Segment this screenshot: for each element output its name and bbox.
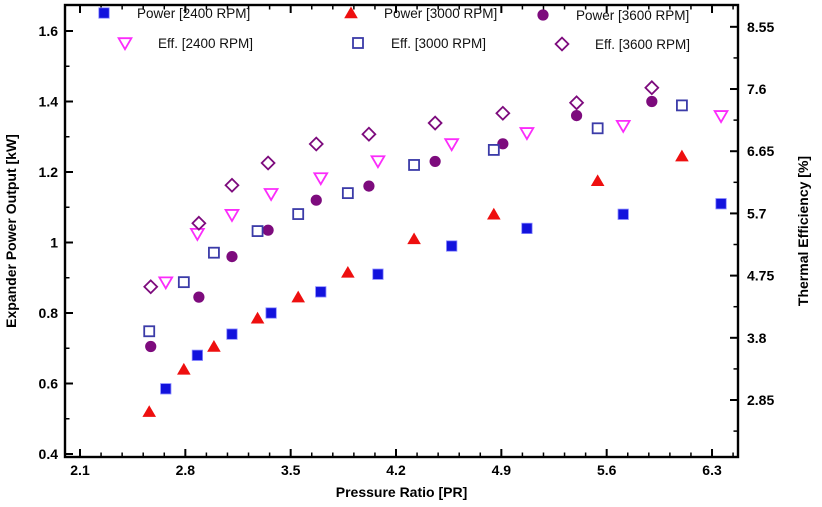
data-point-series-5 xyxy=(260,155,276,171)
data-point-series-4 xyxy=(487,144,500,156)
data-point-series-3 xyxy=(157,276,174,291)
data-point-series-5 xyxy=(308,136,324,152)
y-right-tick-label: 8.55 xyxy=(747,19,774,35)
data-point-series-1 xyxy=(177,362,191,375)
data-point-series-4 xyxy=(208,246,220,259)
data-point-series-4 xyxy=(177,276,190,289)
data-point-series-1 xyxy=(675,149,689,162)
data-point-series-3 xyxy=(189,228,206,242)
data-point-series-0 xyxy=(521,222,533,234)
data-point-series-0 xyxy=(191,349,203,361)
data-point-series-0 xyxy=(372,268,384,280)
y-right-tick-label: 3.8 xyxy=(747,330,767,346)
data-point-series-3 xyxy=(443,138,460,153)
data-point-series-2 xyxy=(497,138,509,150)
data-point-series-4 xyxy=(341,187,354,200)
data-point-series-5 xyxy=(191,215,207,231)
x-tick-label: 2.1 xyxy=(70,462,90,478)
x-tick-label: 2.8 xyxy=(176,462,196,478)
x-tick-label: 4.2 xyxy=(386,462,406,478)
data-point-series-5 xyxy=(644,80,660,96)
legend-marker-0 xyxy=(98,7,110,19)
data-point-series-5 xyxy=(143,279,159,295)
plot-frame xyxy=(63,3,740,459)
data-point-series-1 xyxy=(590,174,605,187)
data-point-series-4 xyxy=(143,325,156,338)
y-left-tick-label: 0.4 xyxy=(39,446,59,462)
legend-marker-3 xyxy=(117,37,133,51)
y-left-tick-label: 1.6 xyxy=(39,23,59,39)
data-point-series-3 xyxy=(713,110,730,124)
legend-marker-1 xyxy=(344,6,358,19)
x-tick-label: 4.9 xyxy=(492,462,512,478)
data-point-series-3 xyxy=(369,155,386,170)
data-point-series-0 xyxy=(226,328,238,340)
y-right-tick-label: 7.6 xyxy=(747,81,767,97)
legend-marker-4 xyxy=(352,37,364,49)
y-left-tick-label: 0.6 xyxy=(39,376,59,392)
data-point-series-2 xyxy=(145,340,157,353)
data-point-series-5 xyxy=(427,115,443,131)
data-point-series-3 xyxy=(312,172,329,187)
y-right-tick-label: 4.75 xyxy=(747,268,774,284)
data-point-series-5 xyxy=(568,95,585,111)
legend-label-5: Eff. [3600 RPM] xyxy=(595,37,690,52)
y-left-tick-label: 1.2 xyxy=(39,164,59,180)
y-right-tick-label: 6.65 xyxy=(747,143,774,159)
legend-label-4: Eff. [3000 RPM] xyxy=(391,36,486,51)
y-left-tick-label: 0.8 xyxy=(39,305,59,321)
data-point-series-2 xyxy=(570,110,583,122)
data-point-series-4 xyxy=(251,225,264,237)
data-point-series-1 xyxy=(291,290,305,303)
data-point-series-5 xyxy=(224,177,240,193)
data-point-series-1 xyxy=(341,265,355,278)
data-point-series-5 xyxy=(495,105,511,121)
data-point-series-3 xyxy=(263,188,280,202)
data-point-series-3 xyxy=(615,119,632,134)
x-tick-label: 3.5 xyxy=(281,462,301,478)
data-point-series-4 xyxy=(591,122,604,135)
data-point-series-0 xyxy=(446,240,458,252)
data-point-series-1 xyxy=(407,232,421,245)
data-point-series-0 xyxy=(617,208,629,220)
data-point-series-2 xyxy=(226,251,238,263)
data-point-series-4 xyxy=(676,99,688,112)
legend-label-0: Power [2400 RPM] xyxy=(137,6,250,21)
data-point-series-0 xyxy=(265,307,277,319)
data-point-series-1 xyxy=(250,311,265,324)
data-point-series-2 xyxy=(646,95,658,108)
data-point-series-5 xyxy=(361,126,377,142)
data-point-series-0 xyxy=(160,383,172,395)
y-left-axis-title: Expander Power Output [kW] xyxy=(3,134,19,328)
data-point-series-1 xyxy=(142,405,157,417)
y-right-tick-label: 5.7 xyxy=(747,205,767,221)
x-tick-label: 5.6 xyxy=(597,462,617,478)
data-point-series-2 xyxy=(310,194,322,206)
data-point-series-2 xyxy=(429,155,441,168)
x-axis-title: Pressure Ratio [PR] xyxy=(336,484,467,500)
data-point-series-4 xyxy=(292,208,305,220)
legend-marker-5 xyxy=(554,36,570,52)
data-point-series-4 xyxy=(408,159,420,171)
data-point-series-3 xyxy=(518,127,535,141)
y-right-tick-label: 2.85 xyxy=(747,392,774,408)
data-point-series-0 xyxy=(715,198,727,210)
data-point-series-1 xyxy=(487,207,501,220)
legend-label-3: Eff. [2400 RPM] xyxy=(158,36,253,51)
legend-marker-2 xyxy=(537,9,549,21)
data-point-series-2 xyxy=(193,291,205,303)
x-tick-label: 6.3 xyxy=(702,462,722,478)
legend-label-2: Power [3600 RPM] xyxy=(576,8,689,23)
data-point-series-2 xyxy=(262,224,274,236)
y-left-tick-label: 1 xyxy=(50,235,58,251)
data-point-series-3 xyxy=(224,209,240,223)
data-point-series-1 xyxy=(207,339,221,352)
y-right-axis-title: Thermal Efficiency [%] xyxy=(795,156,811,306)
data-point-series-2 xyxy=(363,180,375,192)
data-point-series-0 xyxy=(315,286,327,298)
y-left-tick-label: 1.4 xyxy=(39,94,59,110)
legend-label-1: Power [3000 RPM] xyxy=(384,6,497,21)
